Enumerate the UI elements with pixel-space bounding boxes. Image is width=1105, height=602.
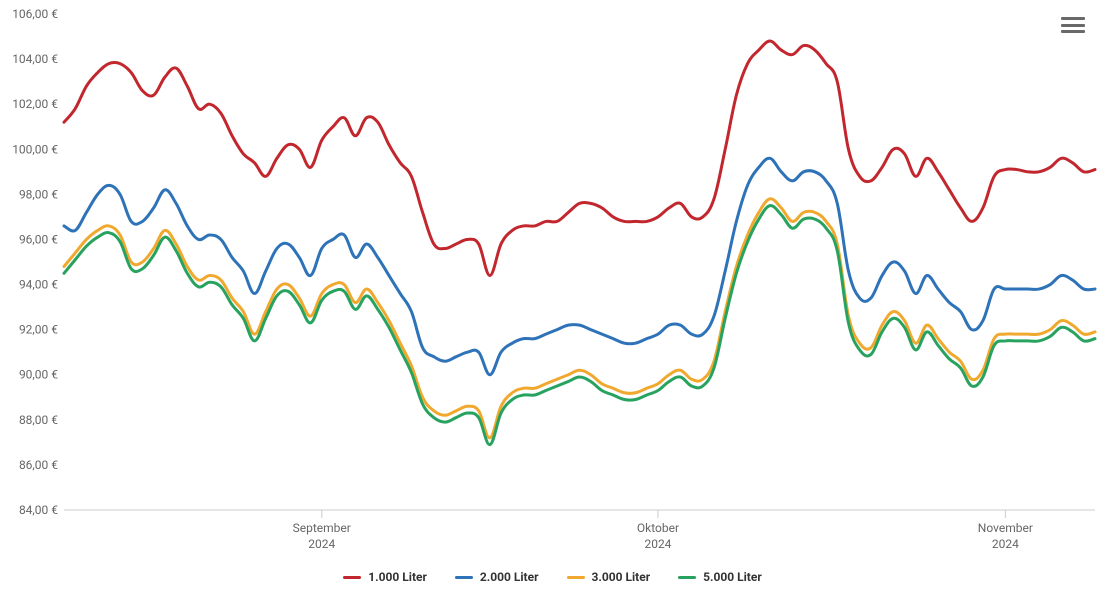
legend-item-s3[interactable]: 3.000 Liter <box>567 570 651 584</box>
x-tick-label-year: 2024 <box>992 537 1019 551</box>
y-tick-label: 106,00 € <box>12 7 58 21</box>
y-tick-label: 88,00 € <box>19 413 58 427</box>
x-tick-label-month: Oktober <box>637 521 679 535</box>
legend-swatch <box>455 576 473 579</box>
y-tick-label: 100,00 € <box>12 142 58 156</box>
y-tick-label: 94,00 € <box>19 278 58 292</box>
y-tick-label: 102,00 € <box>12 97 58 111</box>
x-tick-label-month: November <box>978 521 1033 535</box>
series-line-s3 <box>64 199 1095 438</box>
x-tick-label-month: September <box>293 521 351 535</box>
legend-item-s4[interactable]: 5.000 Liter <box>678 570 762 584</box>
legend-label: 2.000 Liter <box>480 570 539 584</box>
chart-legend: 1.000 Liter 2.000 Liter 3.000 Liter 5.000 L… <box>0 570 1105 584</box>
legend-item-s1[interactable]: 1.000 Liter <box>343 570 427 584</box>
legend-item-s2[interactable]: 2.000 Liter <box>455 570 539 584</box>
legend-label: 5.000 Liter <box>703 570 762 584</box>
y-tick-label: 104,00 € <box>12 52 58 66</box>
series-line-s1 <box>64 41 1095 275</box>
legend-label: 3.000 Liter <box>592 570 651 584</box>
line-chart: 84,00 € 86,00 € 88,00 € 90,00 € 92,00 € 94,00… <box>0 0 1105 602</box>
legend-label: 1.000 Liter <box>368 570 427 584</box>
y-tick-label: 86,00 € <box>19 458 58 472</box>
y-tick-label: 90,00 € <box>19 368 58 382</box>
x-tick-label-year: 2024 <box>308 537 335 551</box>
legend-swatch <box>343 576 361 579</box>
y-tick-label: 92,00 € <box>19 323 58 337</box>
price-chart-container: 84,00 € 86,00 € 88,00 € 90,00 € 92,00 € 94,00… <box>0 0 1105 602</box>
legend-swatch <box>678 576 696 579</box>
legend-swatch <box>567 576 585 579</box>
y-tick-label: 98,00 € <box>19 187 58 201</box>
y-tick-label: 96,00 € <box>19 232 58 246</box>
x-tick-label-year: 2024 <box>644 537 671 551</box>
y-tick-label: 84,00 € <box>19 503 58 517</box>
chart-menu-button[interactable] <box>1061 14 1085 36</box>
